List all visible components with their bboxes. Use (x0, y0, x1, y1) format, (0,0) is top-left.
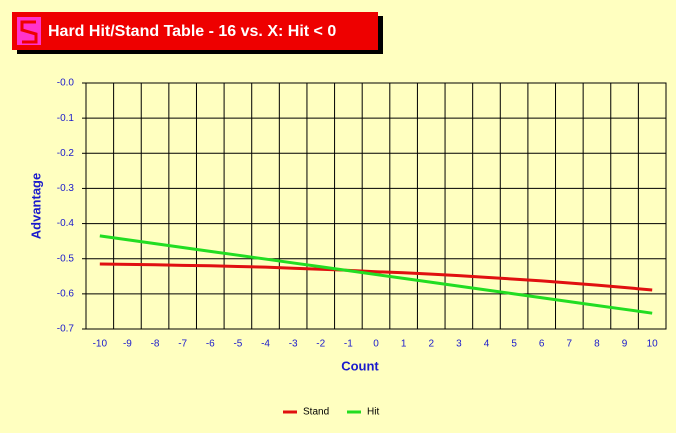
x-tick-label: -9 (123, 339, 132, 350)
y-tick-label: -0.1 (57, 113, 75, 124)
y-tick-label: -0.5 (57, 253, 75, 264)
x-tick-label: 6 (539, 339, 545, 350)
title-box (12, 12, 378, 50)
y-tick-label: -0.2 (57, 148, 75, 159)
x-tick-label: 5 (511, 339, 517, 350)
x-tick-label: 2 (428, 339, 434, 350)
series-line (99, 234, 653, 315)
series-line (99, 262, 653, 292)
x-tick-label: -10 (93, 339, 108, 350)
x-tick-label: 4 (484, 339, 490, 350)
x-tick-label: 7 (567, 339, 573, 350)
x-tick-label: -4 (261, 339, 270, 350)
x-tick-label: -1 (344, 339, 353, 350)
y-tick-label: -0.0 (57, 78, 75, 89)
x-tick-label: -3 (289, 339, 298, 350)
x-tick-label: -6 (206, 339, 215, 350)
x-tick-label: 0 (373, 339, 379, 350)
x-tick-label: 3 (456, 339, 462, 350)
y-tick-label: -0.7 (57, 324, 75, 335)
x-tick-label: -8 (151, 339, 160, 350)
x-tick-label: 1 (401, 339, 407, 350)
y-axis-label: Advantage (28, 173, 43, 239)
x-tick-label: -7 (178, 339, 187, 350)
y-tick-label: -0.3 (57, 183, 75, 194)
x-tick-label: 9 (622, 339, 628, 350)
plot-area (85, 82, 667, 330)
legend-label: Stand (303, 407, 329, 418)
x-tick-label: 8 (594, 339, 600, 350)
x-tick-label: -2 (316, 339, 325, 350)
chart-title: Hard Hit/Stand Table - 16 vs. X: Hit < 0 (48, 23, 336, 40)
x-axis-label: Count (341, 358, 379, 373)
logo-glyph (20, 20, 38, 44)
y-tick-label: -0.4 (57, 218, 75, 229)
x-tick-label: 10 (647, 339, 659, 350)
y-tick-label: -0.6 (57, 288, 75, 299)
legend-label: Hit (367, 407, 379, 418)
x-tick-label: -5 (233, 339, 242, 350)
